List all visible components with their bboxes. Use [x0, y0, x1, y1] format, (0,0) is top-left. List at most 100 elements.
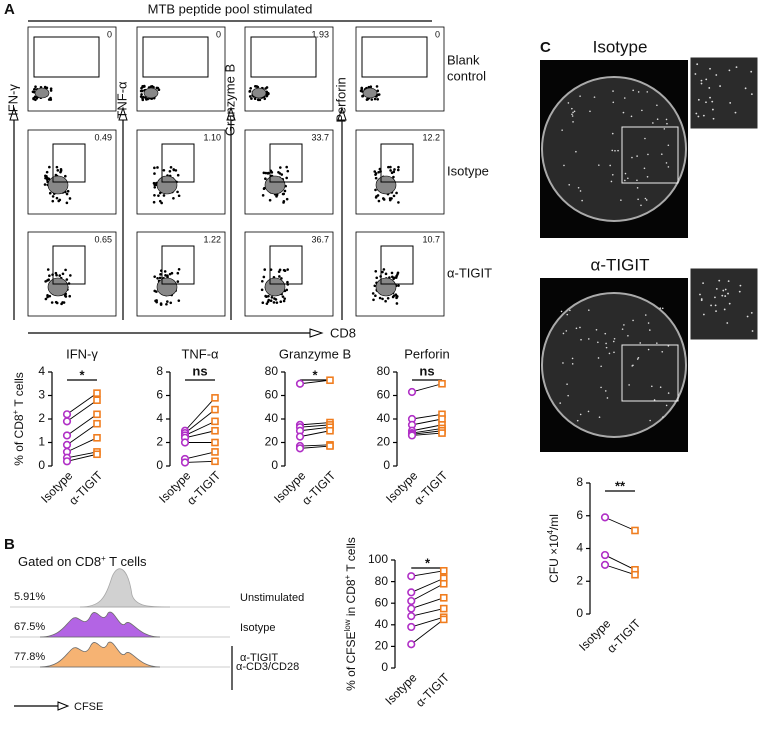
event-dot — [32, 97, 35, 101]
colony — [600, 365, 602, 368]
colony — [702, 282, 704, 285]
hist-label: α-TIGIT — [240, 652, 278, 664]
gate — [52, 245, 86, 285]
y-tick-label: 60 — [375, 595, 389, 609]
colony — [724, 288, 727, 291]
event-dot — [46, 295, 49, 299]
event-dot — [140, 89, 144, 93]
event-dot — [176, 173, 180, 177]
event-dot — [374, 172, 378, 175]
colony — [667, 144, 670, 147]
axis-arrow — [118, 106, 128, 121]
photo-title: α-TIGIT — [591, 255, 650, 274]
colony — [700, 82, 703, 85]
flow-plot — [355, 231, 445, 317]
colony — [718, 279, 721, 282]
event-dot — [169, 165, 173, 169]
event-dot — [68, 197, 72, 200]
event-dot — [46, 177, 50, 181]
event-dot — [392, 194, 396, 198]
event-dot — [280, 173, 284, 176]
density-contour — [264, 175, 286, 195]
colony — [624, 172, 627, 175]
event-dot — [59, 170, 62, 174]
colony — [605, 342, 607, 345]
event-dot — [170, 271, 174, 275]
event-dot — [261, 279, 264, 283]
event-dot — [395, 302, 399, 305]
label-part: T cells — [106, 554, 147, 569]
gate-percent: 0.65 — [94, 234, 112, 244]
axis-arrow — [57, 701, 70, 711]
colony — [660, 153, 663, 155]
event-dot — [378, 296, 382, 300]
isotype-point — [407, 612, 416, 621]
gate — [380, 143, 414, 183]
gate — [380, 245, 414, 285]
event-dot — [263, 268, 267, 271]
pair-connector — [184, 397, 216, 432]
colony — [659, 386, 662, 389]
event-dot — [394, 293, 398, 296]
hist-label: Unstimulated — [240, 592, 304, 604]
colony — [727, 280, 730, 283]
colony — [696, 63, 699, 66]
colony — [627, 335, 629, 337]
colony — [705, 101, 707, 104]
pair-connector — [411, 424, 443, 432]
event-dot — [49, 87, 53, 90]
y-tick-label: 4 — [38, 364, 45, 378]
isotype-point — [600, 513, 610, 522]
event-dot — [382, 198, 386, 201]
hist-percent: 5.91% — [14, 591, 45, 603]
colony — [571, 363, 574, 365]
y-tick-label: 60 — [377, 388, 391, 402]
colony — [722, 289, 725, 292]
event-dot — [163, 270, 167, 273]
event-dot — [387, 165, 390, 169]
event-dot — [64, 268, 67, 272]
pair-connector — [411, 413, 443, 420]
event-dot — [172, 168, 176, 172]
event-dot — [43, 183, 47, 186]
event-dot — [153, 166, 156, 170]
event-dot — [44, 297, 48, 301]
event-dot — [55, 273, 58, 277]
colony — [641, 109, 643, 112]
tigit-point — [439, 604, 448, 613]
event-dot — [374, 188, 377, 192]
axis-arrow — [309, 328, 324, 338]
colony — [593, 96, 596, 98]
colony — [711, 100, 714, 103]
label-part: % of CD8 — [12, 414, 26, 466]
colony — [560, 310, 563, 313]
colony — [572, 121, 574, 123]
label-part: in CD8 — [344, 579, 358, 619]
y-tick-label: 20 — [375, 639, 389, 653]
colony — [577, 186, 580, 189]
colony — [662, 416, 664, 418]
colony — [562, 362, 564, 364]
panel-letter: B — [4, 536, 15, 553]
tigit-point — [93, 419, 101, 428]
pair-connector — [411, 418, 443, 426]
colony — [644, 137, 646, 140]
y-tick-label: 6 — [156, 388, 163, 402]
gate — [269, 143, 303, 183]
colony — [727, 292, 729, 295]
colony — [606, 397, 609, 399]
colony — [571, 357, 574, 360]
pair-connector — [411, 432, 443, 436]
event-dot — [176, 190, 179, 194]
event-dot — [164, 274, 167, 277]
event-dot — [169, 301, 173, 305]
y-tick-label: 2 — [38, 411, 45, 425]
colony — [597, 357, 600, 359]
pair-connector — [299, 426, 331, 432]
event-dot — [141, 97, 144, 100]
colony — [604, 332, 607, 335]
event-dot — [46, 268, 50, 271]
colony — [561, 129, 563, 131]
event-dot — [397, 284, 400, 287]
colony — [702, 114, 705, 117]
